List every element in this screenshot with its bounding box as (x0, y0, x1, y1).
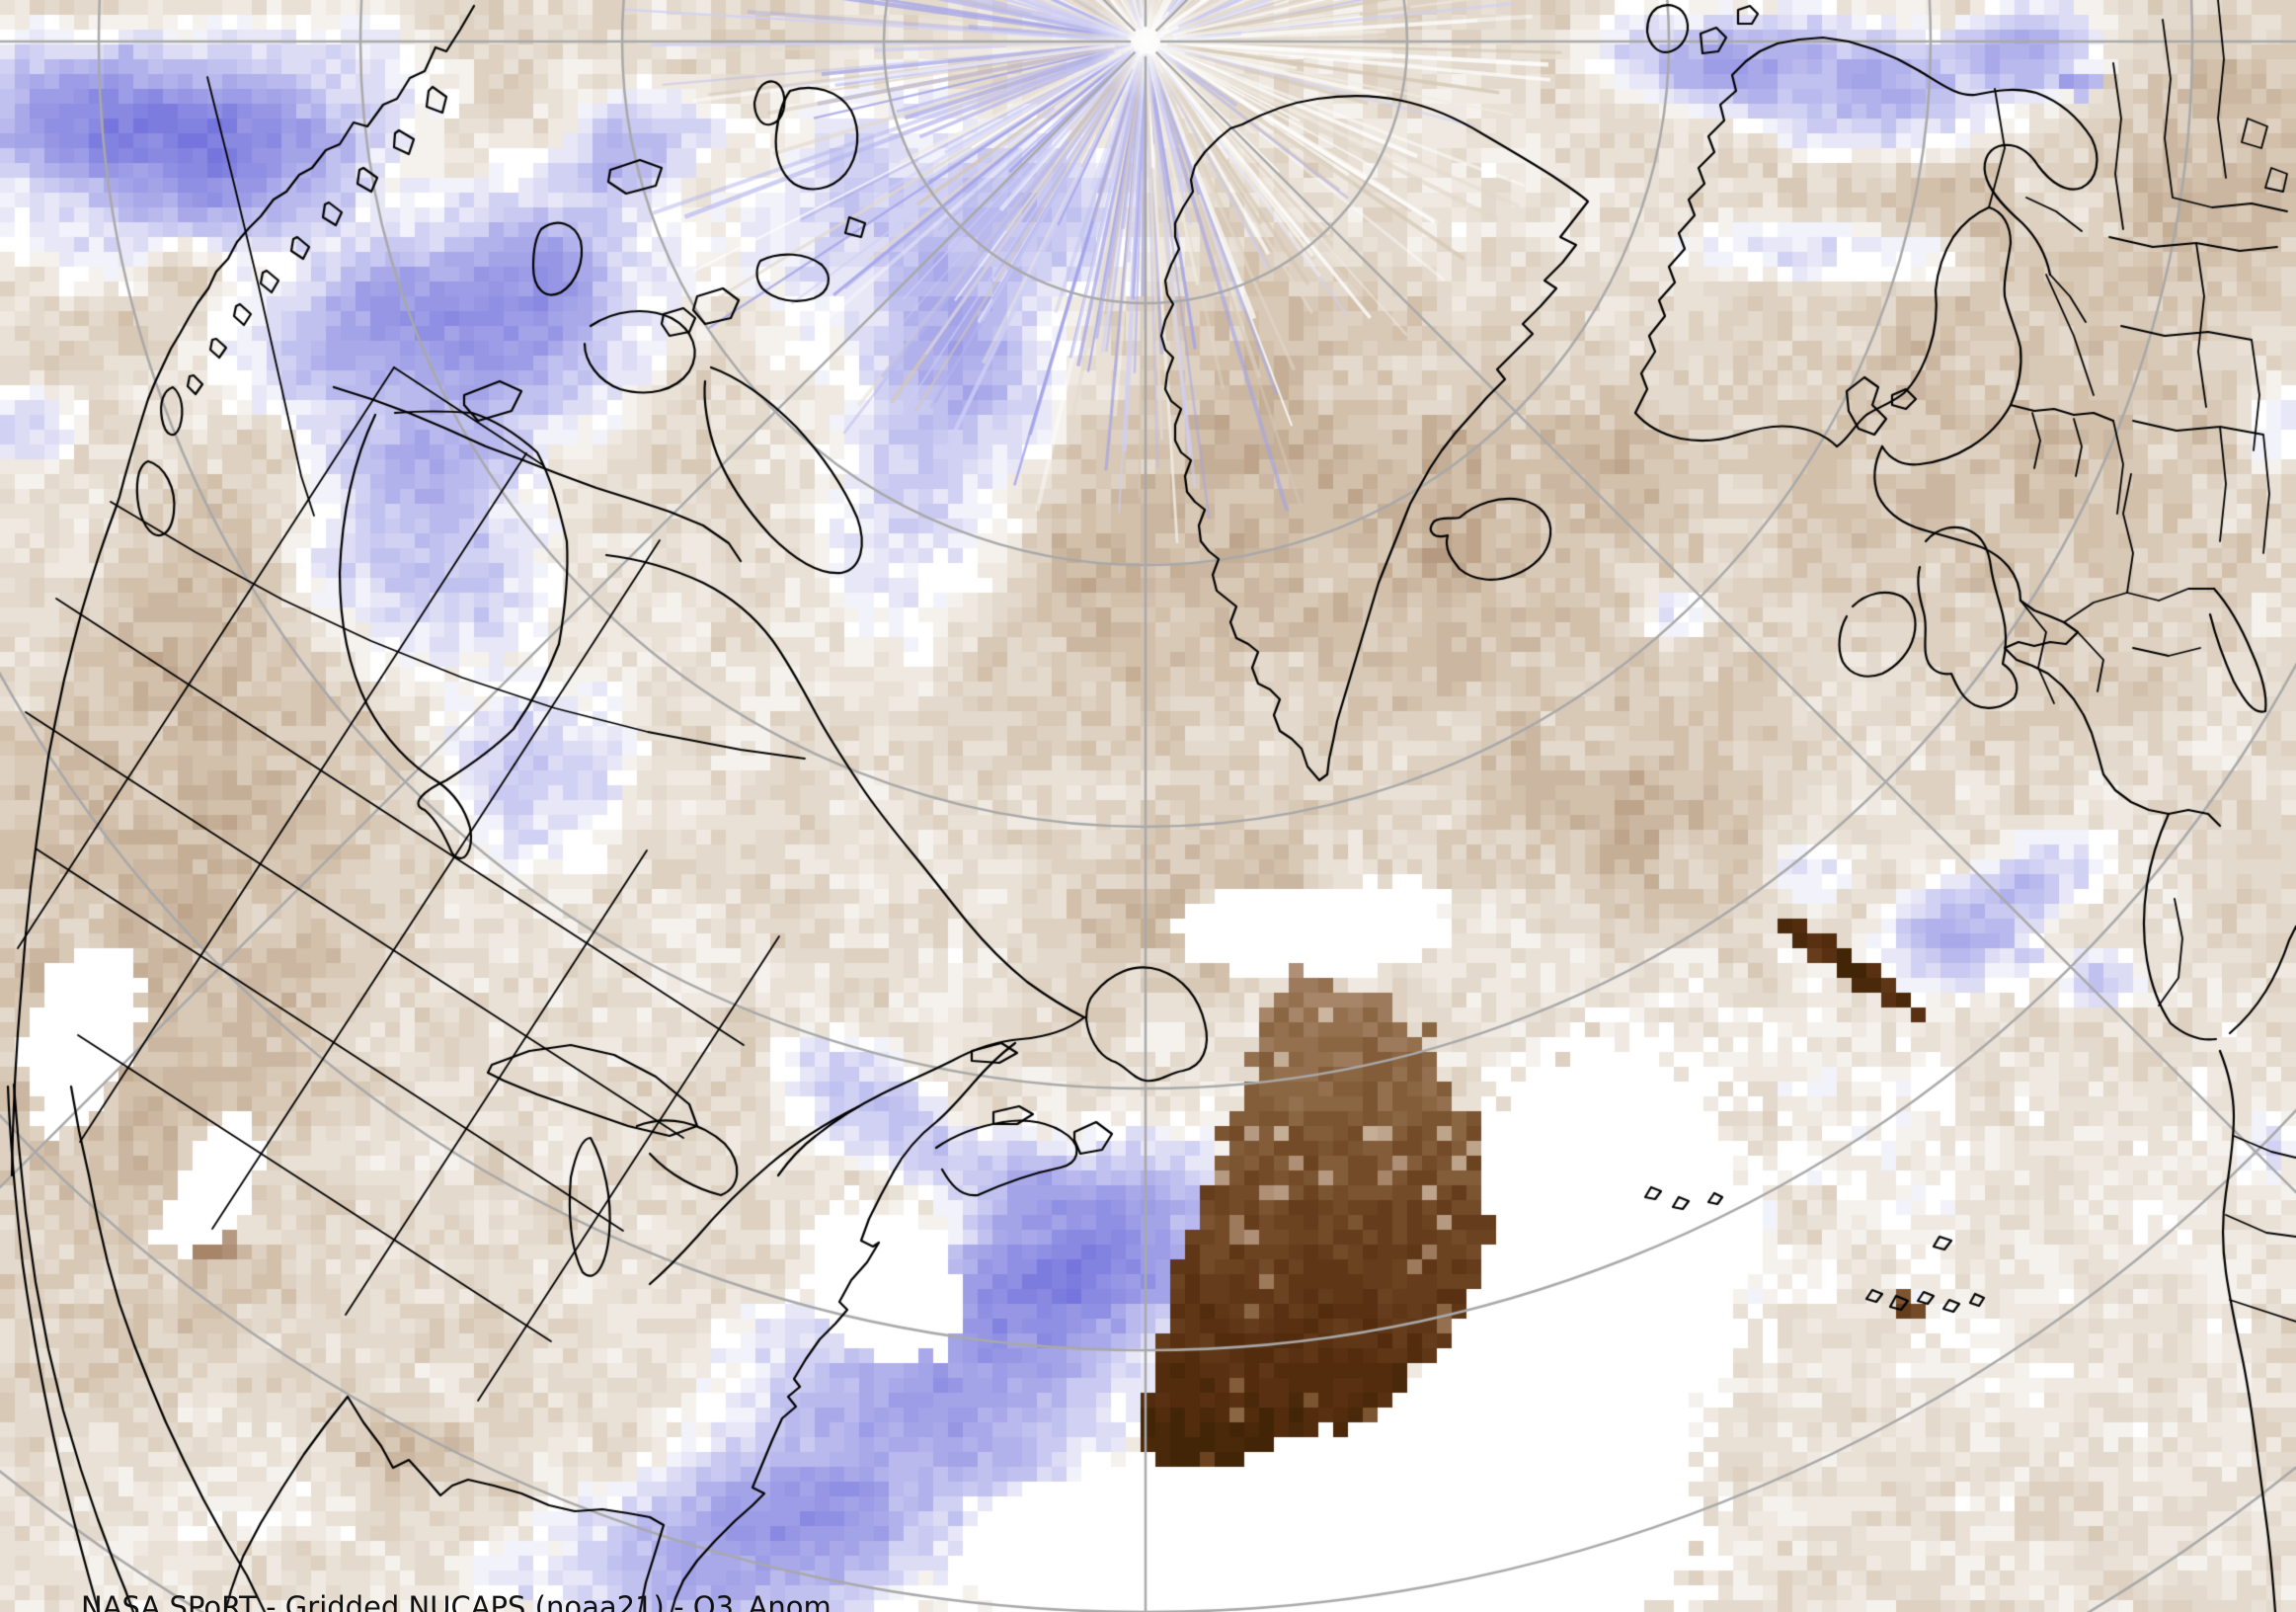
map-title-overlay: NASA SPoRT - Gridded NUCAPS (noaa21) - O… (81, 1521, 849, 1612)
map-title: NASA SPoRT - Gridded NUCAPS (noaa21) - O… (81, 1590, 831, 1612)
